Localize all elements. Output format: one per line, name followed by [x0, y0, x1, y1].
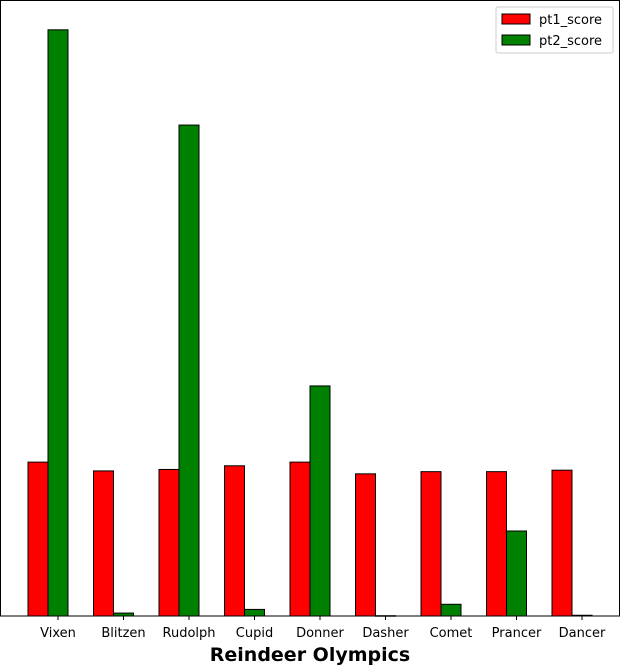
x-tick-label: Donner: [296, 626, 344, 641]
x-tick-label: Dasher: [362, 626, 409, 641]
x-tick-label: Cupid: [236, 626, 273, 641]
legend: pt1_score pt2_score: [495, 6, 614, 54]
bar-pt1_score-donner: [289, 461, 311, 617]
bar-pt2_score-dancer: [571, 614, 593, 617]
legend-swatch-pt2_score: [501, 34, 531, 46]
bar-pt2_score-rudolph: [178, 124, 200, 617]
bars-layer: [27, 29, 593, 617]
x-tick-label: Blitzen: [101, 626, 145, 641]
bar-pt1_score-vixen: [27, 461, 49, 617]
x-tick-label: Rudolph: [163, 626, 216, 641]
legend-swatch-pt1_score: [501, 13, 531, 25]
x-axis-label: Reindeer Olympics: [210, 644, 410, 665]
bar-pt2_score-blitzen: [113, 612, 134, 617]
bar-pt2_score-vixen: [47, 29, 69, 617]
bar-pt1_score-prancer: [486, 471, 507, 617]
legend-label-pt2_score: pt2_score: [539, 34, 602, 49]
bar-pt2_score-donner: [309, 385, 331, 617]
legend-label-pt1_score: pt1_score: [539, 13, 602, 28]
x-tick-label: Comet: [430, 626, 473, 641]
x-tick-label: Prancer: [492, 626, 542, 641]
bar-pt2_score-comet: [440, 603, 462, 617]
bar-pt1_score-dasher: [355, 473, 376, 617]
bar-pt1_score-blitzen: [93, 470, 114, 617]
x-tick-label: Vixen: [40, 626, 76, 641]
bar-pt1_score-cupid: [224, 465, 245, 617]
x-ticks: Vixen Blitzen Rudolph Cupid Donner Dasher Come…: [40, 616, 606, 641]
bar-pt1_score-rudolph: [158, 468, 180, 617]
bar-pt1_score-comet: [420, 471, 442, 617]
bar-pt2_score-cupid: [244, 608, 265, 617]
bar-pt2_score-prancer: [506, 530, 527, 617]
x-tick-label: Dancer: [559, 626, 606, 641]
bar-pt1_score-dancer: [551, 469, 573, 617]
